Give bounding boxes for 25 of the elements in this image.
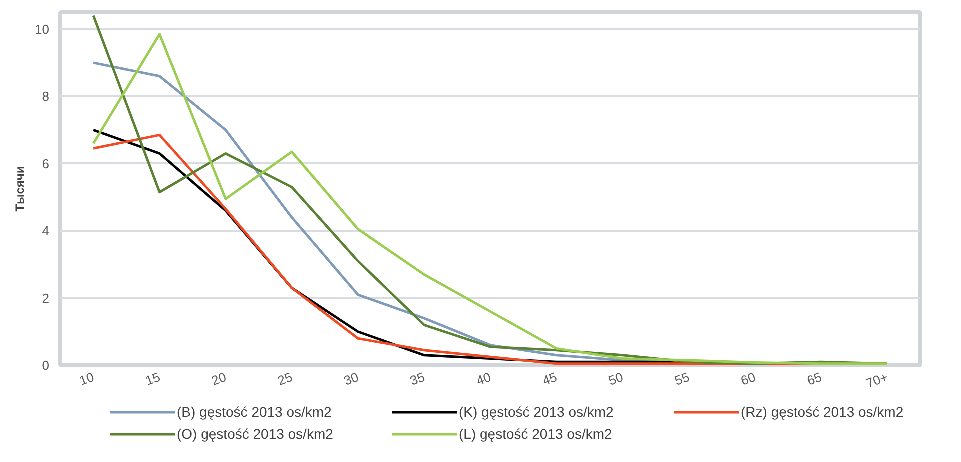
x-tick-label: 25 xyxy=(276,369,295,388)
x-tick-label: 20 xyxy=(210,369,228,388)
y-tick-label: 4 xyxy=(42,224,50,239)
x-tick-label: 35 xyxy=(408,369,427,388)
x-tick-label: 45 xyxy=(540,369,560,388)
x-tick-label: 70+ xyxy=(864,369,890,392)
y-tick-label: 10 xyxy=(35,22,50,37)
y-tick-label: 0 xyxy=(42,358,50,373)
legend-label: (L) gęstość 2013 os/km2 xyxy=(459,426,614,442)
x-tick-label: 10 xyxy=(77,369,96,388)
x-tick-label: 15 xyxy=(144,369,162,388)
x-tick-label: 65 xyxy=(805,369,824,388)
legend-label: (B) gęstość 2013 os/km2 xyxy=(177,404,333,420)
x-tick-label: 50 xyxy=(606,369,626,388)
y-tick-label: 6 xyxy=(42,156,50,172)
y-tick-label: 2 xyxy=(42,290,50,306)
legend-label: (K) gęstość 2013 os/km2 xyxy=(459,404,615,420)
legend-label: (O) gęstość 2013 os/km2 xyxy=(177,426,334,442)
legend-label: (Rz) gęstość 2013 os/km2 xyxy=(741,404,905,420)
y-tick-label: 8 xyxy=(42,89,50,104)
x-tick-label: 60 xyxy=(738,369,758,388)
x-tick-label: 30 xyxy=(342,369,361,388)
x-tick-label: 55 xyxy=(672,369,692,388)
y-axis-title: Тысячи xyxy=(13,166,28,212)
x-tick-label: 40 xyxy=(474,369,494,388)
